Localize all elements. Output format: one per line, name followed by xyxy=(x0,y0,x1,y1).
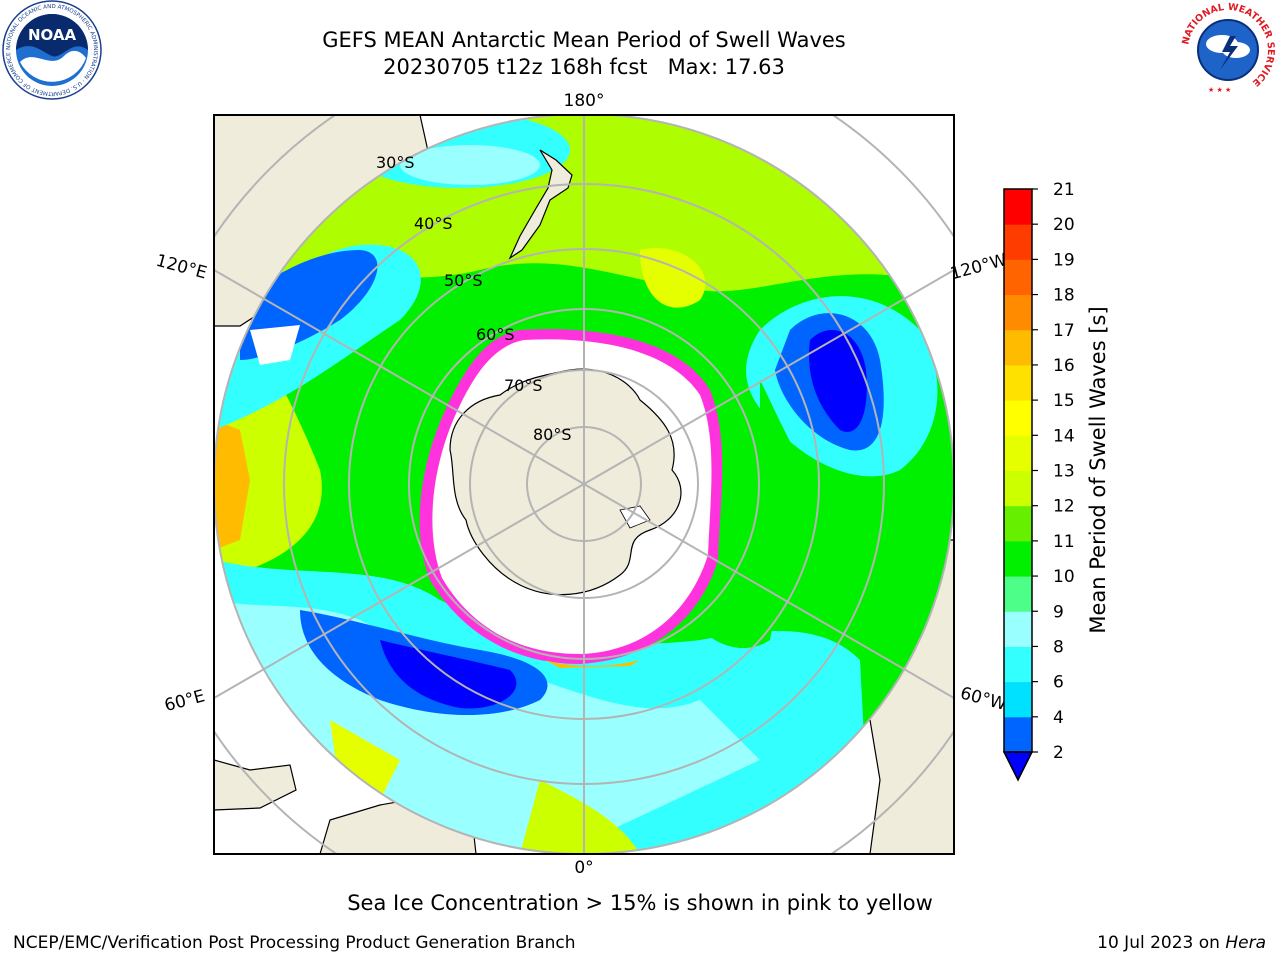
lat-label-60s: 60°S xyxy=(476,325,515,344)
colorbar-swatch xyxy=(1004,259,1032,296)
lat-label-70s: 70°S xyxy=(504,376,543,395)
colorbar-label: Mean Period of Swell Waves [s] xyxy=(1086,306,1110,634)
colorbar-tick-label: 20 xyxy=(1053,215,1075,235)
colorbar-tick-label: 6 xyxy=(1053,673,1064,693)
lat-label-50s: 50°S xyxy=(444,271,483,290)
colorbar-swatch xyxy=(1004,611,1032,647)
noaa-logo-text: NOAA xyxy=(28,26,77,44)
date-text: 10 Jul 2023 on xyxy=(1097,933,1226,953)
date-note: 10 Jul 2023 on Hera xyxy=(1097,933,1266,953)
host-name: Hera xyxy=(1225,933,1266,953)
colorbar-tick-label: 21 xyxy=(1053,180,1075,200)
map-border xyxy=(213,114,955,855)
colorbar-swatch xyxy=(1004,224,1032,260)
colorbar-swatch xyxy=(1004,540,1032,577)
lon-label-lower-left: 60°E xyxy=(162,686,207,716)
colorbar-tick-label: 19 xyxy=(1053,250,1075,270)
svg-text:★ ★ ★: ★ ★ ★ xyxy=(1208,86,1231,94)
colorbar-under-extension xyxy=(1002,751,1034,782)
lon-label-upper-right: 120°W xyxy=(948,250,1009,284)
colorbar-swatch xyxy=(1004,576,1032,612)
lat-label-80s: 80°S xyxy=(533,425,572,444)
lat-label-30s: 30°S xyxy=(376,153,415,172)
colorbar-tick-label: 15 xyxy=(1053,391,1075,411)
colorbar-tick-label: 11 xyxy=(1053,532,1075,552)
colorbar-swatch xyxy=(1004,294,1032,331)
colorbar-tick-label: 2 xyxy=(1053,743,1064,763)
new-zealand xyxy=(508,149,573,260)
lon-label-top: 180° xyxy=(564,91,605,111)
colorbar-swatch xyxy=(1004,189,1032,225)
colorbar-swatch xyxy=(1004,329,1032,366)
credit-line: NCEP/EMC/Verification Post Processing Pr… xyxy=(13,933,576,953)
colorbar-swatch xyxy=(1004,505,1032,542)
graticule xyxy=(214,115,954,854)
colorbar-tick-label: 16 xyxy=(1053,356,1075,376)
colorbar-swatch xyxy=(1004,716,1032,753)
map-title: GEFS MEAN Antarctic Mean Period of Swell… xyxy=(322,28,846,52)
map-subtitle: 20230705 t12z 168h fcst Max: 17.63 xyxy=(383,55,785,79)
colorbar-tick-label: 18 xyxy=(1053,286,1075,306)
lat-label-40s: 40°S xyxy=(414,214,453,233)
colorbar-swatch xyxy=(1004,435,1032,471)
antarctica xyxy=(449,368,682,596)
colorbar-tick-label: 17 xyxy=(1053,321,1075,341)
colorbar-tick-label: 13 xyxy=(1053,462,1075,482)
colorbar-swatch xyxy=(1004,470,1032,507)
colorbar: 2 4 6 8 9 10 11 12 13 14 15 16 17 18 19 20 21 xyxy=(1002,180,1075,782)
lon-label-bottom: 0° xyxy=(574,858,593,878)
lon-label-upper-left: 120°E xyxy=(154,251,209,284)
nws-logo: NATIONAL WEATHER SERVICE ★ ★ ★ xyxy=(1180,2,1276,98)
colorbar-tick-label: 14 xyxy=(1053,426,1075,446)
noaa-logo: NATIONAL OCEANIC AND ATMOSPHERIC ADMINIS… xyxy=(2,0,102,100)
colorbar-tick-label: 9 xyxy=(1053,602,1064,622)
colorbar-tick-label: 4 xyxy=(1053,708,1064,728)
colorbar-tick-label: 10 xyxy=(1053,567,1075,587)
colorbar-border xyxy=(1003,188,1033,753)
colorbar-swatch xyxy=(1004,681,1032,718)
colorbar-swatch xyxy=(1004,400,1032,436)
colorbar-swatch xyxy=(1004,364,1032,401)
sea-ice-note: Sea Ice Concentration > 15% is shown in … xyxy=(347,891,933,915)
lon-label-lower-right: 60°W xyxy=(958,683,1009,715)
colorbar-tick-label: 8 xyxy=(1053,637,1064,657)
colorbar-tick-label: 12 xyxy=(1053,497,1075,517)
colorbar-swatch xyxy=(1004,646,1032,683)
